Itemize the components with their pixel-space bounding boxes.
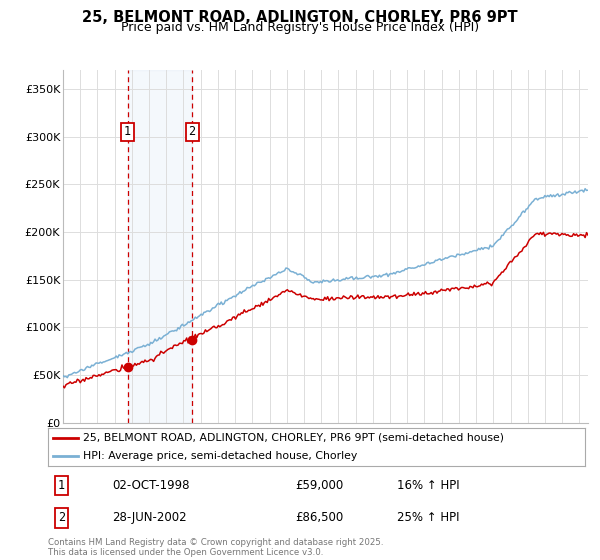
Text: 2: 2 — [188, 125, 196, 138]
Text: Price paid vs. HM Land Registry's House Price Index (HPI): Price paid vs. HM Land Registry's House … — [121, 21, 479, 34]
Text: 28-JUN-2002: 28-JUN-2002 — [112, 511, 187, 524]
Text: 1: 1 — [58, 479, 65, 492]
Text: 25% ↑ HPI: 25% ↑ HPI — [397, 511, 460, 524]
Text: HPI: Average price, semi-detached house, Chorley: HPI: Average price, semi-detached house,… — [83, 451, 357, 461]
Text: £86,500: £86,500 — [295, 511, 343, 524]
Text: 25, BELMONT ROAD, ADLINGTON, CHORLEY, PR6 9PT: 25, BELMONT ROAD, ADLINGTON, CHORLEY, PR… — [82, 10, 518, 25]
Text: 2: 2 — [58, 511, 65, 524]
Text: £59,000: £59,000 — [295, 479, 343, 492]
Text: 1: 1 — [124, 125, 131, 138]
Text: 16% ↑ HPI: 16% ↑ HPI — [397, 479, 460, 492]
Bar — [128, 70, 192, 423]
Text: Contains HM Land Registry data © Crown copyright and database right 2025.
This d: Contains HM Land Registry data © Crown c… — [48, 538, 383, 557]
Text: 25, BELMONT ROAD, ADLINGTON, CHORLEY, PR6 9PT (semi-detached house): 25, BELMONT ROAD, ADLINGTON, CHORLEY, PR… — [83, 433, 504, 443]
Text: 02-OCT-1998: 02-OCT-1998 — [112, 479, 190, 492]
